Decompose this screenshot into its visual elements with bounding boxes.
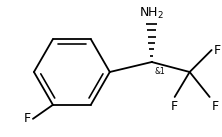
Text: F: F bbox=[214, 44, 221, 57]
Text: F: F bbox=[212, 100, 219, 113]
Text: &1: &1 bbox=[155, 67, 165, 76]
Text: F: F bbox=[171, 100, 178, 113]
Text: NH$_2$: NH$_2$ bbox=[139, 6, 164, 21]
Text: F: F bbox=[24, 112, 31, 125]
